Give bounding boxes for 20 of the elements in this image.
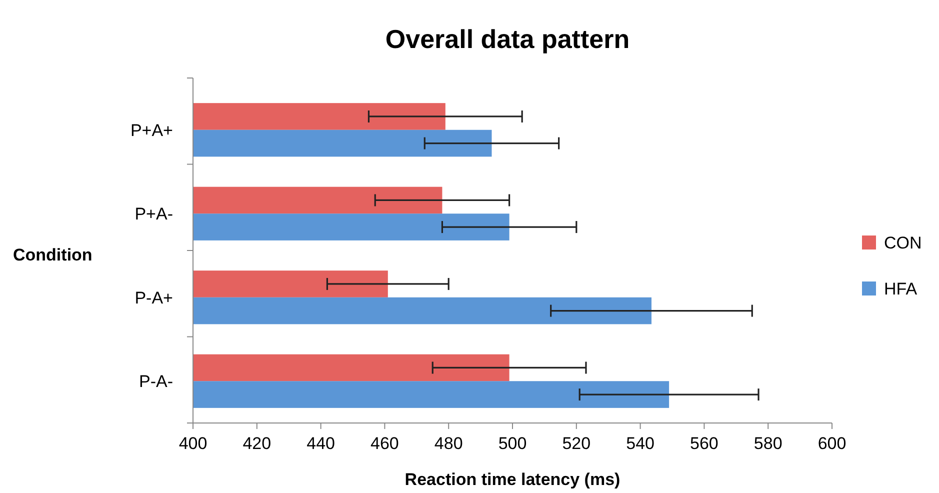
- x-tick-label: 580: [754, 434, 782, 453]
- x-tick-label: 420: [242, 434, 272, 453]
- x-tick-label: 400: [178, 434, 208, 453]
- legend-label: CON: [884, 234, 922, 252]
- y-tick-label: P-A+: [134, 288, 174, 308]
- x-tick-label: 440: [306, 434, 335, 453]
- x-tick-label: 460: [370, 434, 399, 453]
- x-tick-label: 600: [818, 434, 846, 453]
- x-tick-label: 560: [690, 434, 718, 453]
- y-tick-label: P-A-: [139, 372, 173, 392]
- x-tick-label: 540: [626, 434, 654, 453]
- x-tick-label: 500: [498, 434, 527, 453]
- x-axis-title: Reaction time latency (ms): [404, 470, 620, 489]
- y-tick-label: P+A+: [130, 120, 174, 140]
- chart-title: Overall data pattern: [385, 24, 630, 54]
- x-tick-label: 520: [562, 434, 591, 453]
- legend-label: HFA: [884, 280, 918, 298]
- y-tick-label: P+A-: [134, 204, 173, 224]
- y-axis-title: Condition: [13, 246, 92, 264]
- x-tick-label: 480: [434, 434, 463, 453]
